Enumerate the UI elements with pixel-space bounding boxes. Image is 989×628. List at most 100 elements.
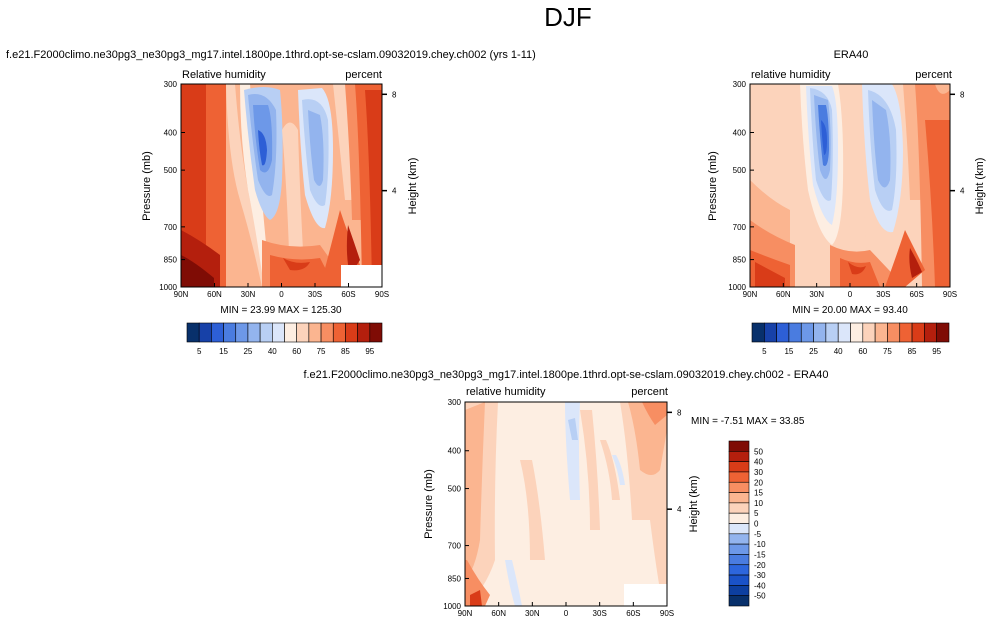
colorbar-label: 30 bbox=[754, 468, 763, 477]
panel-obs-axes: 90N 60N 30N 0 30S 60S 90S 300 400 500 700 850 1000 8 4 bbox=[728, 80, 965, 299]
colorbar-swatch bbox=[899, 322, 913, 343]
panel-model-title: f.e21.F2000climo.ne30pg3_ne30pg3_mg17.in… bbox=[6, 49, 536, 61]
x-tick-label: 60N bbox=[207, 290, 222, 299]
colorbar-swatch bbox=[728, 502, 750, 514]
right-tick-label: 8 bbox=[677, 408, 682, 417]
y-tick-label: 850 bbox=[733, 256, 747, 265]
panel-diff-axes: 90N 60N 30N 0 30S 60S 90S 300 400 500 700 850 1000 8 4 bbox=[443, 398, 682, 618]
colorbar-swatch bbox=[308, 322, 322, 343]
colorbar-swatch bbox=[320, 322, 334, 343]
colorbar-swatch bbox=[728, 543, 750, 555]
colorbar-label: 60 bbox=[858, 347, 867, 356]
colorbar-label: 40 bbox=[834, 347, 843, 356]
colorbar-label: -20 bbox=[754, 561, 766, 570]
colorbar-label: 95 bbox=[365, 347, 374, 356]
colorbar-label: 15 bbox=[784, 347, 793, 356]
colorbar-swatch bbox=[728, 564, 750, 576]
colorbar-swatch bbox=[284, 322, 297, 343]
colorbar-label: 15 bbox=[754, 489, 763, 498]
y-tick-label: 300 bbox=[733, 80, 747, 89]
x-tick-label: 30S bbox=[593, 609, 607, 618]
x-tick-label: 30N bbox=[809, 290, 824, 299]
colorbar-swatch bbox=[788, 322, 802, 343]
colorbar-label: 85 bbox=[341, 347, 350, 356]
y-tick-label: 500 bbox=[164, 166, 178, 175]
x-tick-label: 30S bbox=[308, 290, 322, 299]
x-tick-label: 30S bbox=[876, 290, 890, 299]
colorbar-label: 10 bbox=[754, 499, 763, 508]
colorbar-label: -30 bbox=[754, 571, 766, 580]
colorbar-swatch bbox=[728, 533, 750, 545]
colorbar-label: 5 bbox=[197, 347, 202, 356]
colorbar-swatch bbox=[247, 322, 261, 343]
colorbar-label: -15 bbox=[754, 550, 766, 559]
colorbar-swatch bbox=[911, 322, 925, 343]
colorbar-swatch bbox=[728, 554, 750, 566]
colorbar-label: -5 bbox=[754, 530, 762, 539]
x-tick-label: 90N bbox=[743, 290, 758, 299]
y-tick-label: 500 bbox=[733, 166, 747, 175]
colorbar-label: 25 bbox=[243, 347, 252, 356]
panel-model-y-label: Pressure (mb) bbox=[141, 151, 153, 221]
colorbar-swatch bbox=[764, 322, 777, 343]
x-tick-label: 90N bbox=[458, 609, 473, 618]
x-tick-label: 60S bbox=[626, 609, 640, 618]
panel-model: f.e21.F2000climo.ne30pg3_ne30pg3_mg17.in… bbox=[6, 49, 536, 356]
panel-obs-y-label: Pressure (mb) bbox=[707, 151, 719, 221]
panel-diff-y-label: Pressure (mb) bbox=[423, 469, 435, 539]
colorbar-swatch bbox=[837, 322, 851, 343]
colorbar-swatch bbox=[728, 451, 750, 462]
colorbar-swatch bbox=[874, 322, 888, 343]
colorbar-label: 15 bbox=[219, 347, 228, 356]
x-tick-label: 90S bbox=[943, 290, 957, 299]
colorbar-swatch bbox=[186, 322, 200, 343]
x-tick-label: 90S bbox=[375, 290, 389, 299]
colorbar-label: 75 bbox=[883, 347, 892, 356]
y-tick-label: 300 bbox=[164, 80, 178, 89]
colorbar-label: 40 bbox=[754, 458, 763, 467]
y-tick-label: 400 bbox=[448, 447, 462, 456]
x-tick-label: 90S bbox=[660, 609, 674, 618]
right-tick-label: 8 bbox=[392, 90, 397, 99]
y-tick-label: 850 bbox=[448, 574, 462, 583]
colorbar-swatch bbox=[751, 322, 765, 343]
colorbar-swatch bbox=[369, 322, 383, 343]
colorbar-label: -40 bbox=[754, 581, 766, 590]
colorbar-label: 5 bbox=[754, 509, 759, 518]
colorbar-swatch bbox=[813, 322, 827, 343]
right-tick-label: 4 bbox=[392, 187, 397, 196]
x-tick-label: 60S bbox=[341, 290, 355, 299]
x-tick-label: 60N bbox=[491, 609, 506, 618]
colorbar-swatch bbox=[862, 322, 876, 343]
colorbar-label: 50 bbox=[754, 447, 763, 456]
x-tick-label: 0 bbox=[848, 290, 853, 299]
panel-diff-var-label: relative humidity bbox=[466, 386, 546, 398]
panel-obs-units: percent bbox=[915, 69, 952, 81]
x-tick-label: 30N bbox=[241, 290, 256, 299]
right-tick-label: 4 bbox=[677, 505, 682, 514]
panel-obs-var-label: relative humidity bbox=[751, 69, 831, 81]
y-tick-label: 850 bbox=[164, 256, 178, 265]
panel-obs-stats: MIN = 20.00 MAX = 93.40 bbox=[792, 305, 908, 316]
colorbar-swatch bbox=[728, 512, 750, 524]
right-tick-label: 8 bbox=[960, 90, 965, 99]
colorbar-label: 5 bbox=[762, 347, 767, 356]
colorbar-label: 60 bbox=[292, 347, 301, 356]
panel-obs-title: ERA40 bbox=[834, 49, 869, 61]
panel-diff-units: percent bbox=[631, 386, 668, 398]
colorbar-label: 0 bbox=[754, 520, 759, 529]
panel-model-contours bbox=[181, 84, 382, 287]
colorbar-swatch bbox=[728, 471, 750, 483]
colorbar-label: -50 bbox=[754, 592, 766, 601]
y-tick-label: 400 bbox=[164, 129, 178, 138]
main-title: DJF bbox=[544, 2, 592, 32]
colorbar-swatch bbox=[800, 322, 814, 343]
colorbar-label: 85 bbox=[908, 347, 917, 356]
x-tick-label: 60N bbox=[776, 290, 791, 299]
x-tick-label: 0 bbox=[279, 290, 284, 299]
panel-model-colorbar: 5 15 25 40 60 75 85 95 bbox=[186, 322, 383, 356]
colorbar-label: 25 bbox=[809, 347, 818, 356]
panel-diff: f.e21.F2000climo.ne30pg3_ne30pg3_mg17.in… bbox=[303, 369, 828, 618]
panel-model-right-label: Height (km) bbox=[407, 158, 419, 215]
